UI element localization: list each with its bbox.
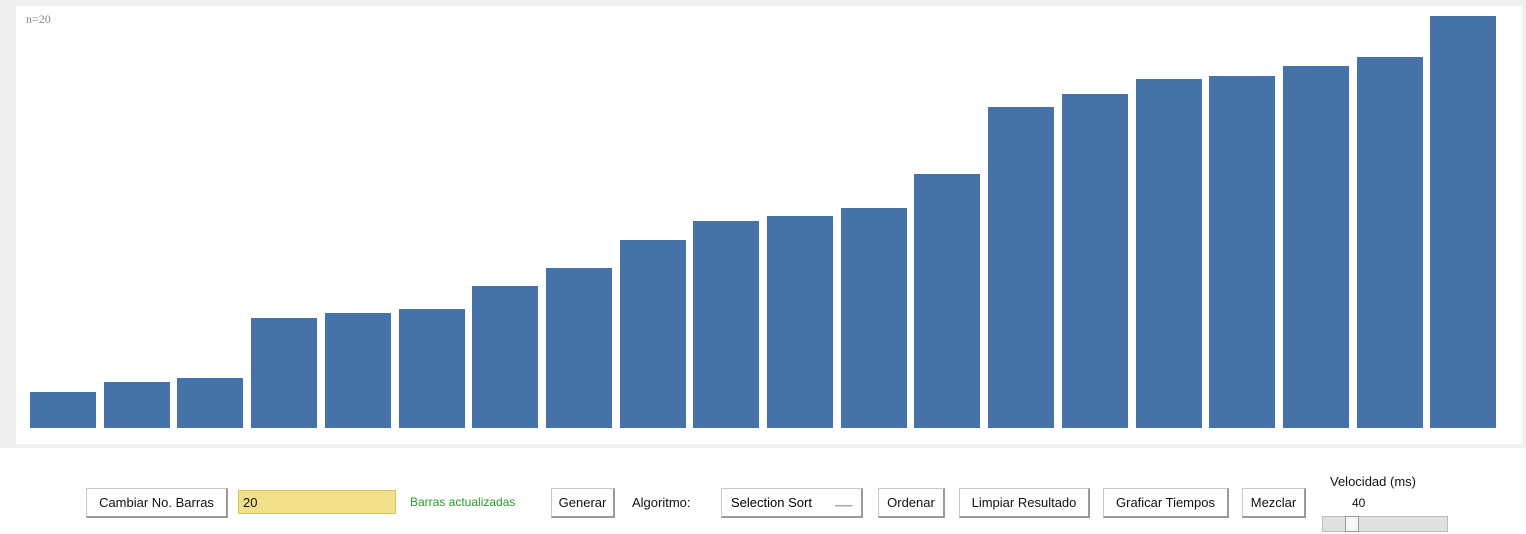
speed-slider-thumb[interactable] <box>1345 516 1359 532</box>
bar <box>1282 66 1349 428</box>
bar <box>914 174 981 428</box>
bar <box>988 107 1055 428</box>
generate-button[interactable]: Generar <box>551 488 615 518</box>
speed-value: 40 <box>1352 496 1366 510</box>
bar <box>251 318 318 428</box>
bars-canvas: n=20 <box>16 6 1522 444</box>
bar <box>1061 94 1128 428</box>
bar <box>103 382 170 428</box>
speed-label: Velocidad (ms) <box>1330 474 1416 489</box>
bar <box>472 286 539 428</box>
status-text: Barras actualizadas <box>410 495 516 509</box>
bar <box>619 240 686 428</box>
speed-slider[interactable] <box>1322 516 1448 532</box>
bar <box>545 268 612 428</box>
bar <box>324 313 391 428</box>
bar <box>1430 16 1497 428</box>
sort-button[interactable]: Ordenar <box>878 488 945 518</box>
bar <box>840 208 907 428</box>
plot-times-button[interactable]: Graficar Tiempos <box>1103 488 1229 518</box>
algorithm-label: Algoritmo: <box>632 495 691 510</box>
controls-bar: Cambiar No. Barras Barras actualizadas G… <box>0 448 1526 534</box>
algorithm-select[interactable]: Selection Sort ⸺ <box>721 488 863 518</box>
bar <box>30 392 96 428</box>
bar <box>767 216 833 428</box>
n-label: n=20 <box>26 12 51 26</box>
bar <box>1209 76 1276 428</box>
bar <box>693 221 760 428</box>
bar <box>1135 79 1202 428</box>
bars-container <box>16 6 1522 444</box>
bar <box>177 378 244 428</box>
bar <box>1356 57 1423 428</box>
bar <box>398 309 465 428</box>
change-bars-button[interactable]: Cambiar No. Barras <box>86 488 228 518</box>
bars-count-input[interactable] <box>238 490 396 514</box>
algorithm-selected: Selection Sort <box>731 495 812 510</box>
shuffle-button[interactable]: Mezclar <box>1242 488 1306 518</box>
dropdown-arrow-icon: ⸺ <box>834 500 853 512</box>
clear-result-button[interactable]: Limpiar Resultado <box>959 488 1090 518</box>
